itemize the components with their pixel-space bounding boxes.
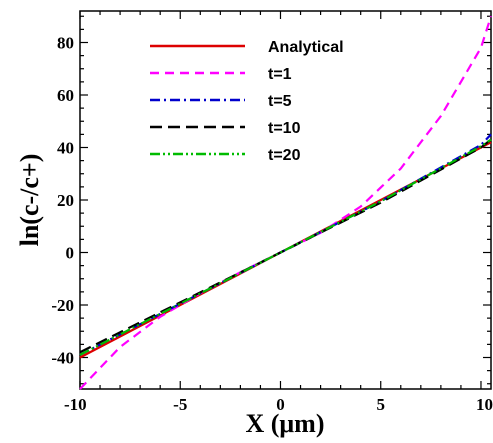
x-tick-label: 5 <box>376 395 385 414</box>
legend-label: t=10 <box>268 120 301 137</box>
y-tick-label: 80 <box>57 34 74 53</box>
x-tick-labels: -10 -5 0 5 10 <box>64 395 493 414</box>
x-tick-label: 0 <box>276 395 285 414</box>
y-tick-labels: -40 -20 0 20 40 60 80 <box>51 34 74 368</box>
y-tick-label: -20 <box>51 296 74 315</box>
y-tick-label: 0 <box>66 244 75 263</box>
series-line-t-20 <box>79 138 492 356</box>
y-tick-label: 60 <box>57 86 74 105</box>
series-line-t-10 <box>79 138 492 354</box>
legend-label: t=5 <box>268 93 292 110</box>
x-axis-title: X (μm) <box>246 409 325 438</box>
y-tick-label: 20 <box>57 191 74 210</box>
series-lines <box>79 15 493 390</box>
x-tick-label: -10 <box>64 395 87 414</box>
y-tick-label: 40 <box>57 139 74 158</box>
legend: Analytical t=1 t=5 t=10 t=20 <box>150 39 344 164</box>
legend-label: t=1 <box>268 66 292 83</box>
series-line-t-5 <box>79 133 492 356</box>
axis-ticks <box>79 11 491 389</box>
y-tick-label: -40 <box>51 349 74 368</box>
y-axis-title: ln(c-/c+) <box>15 154 44 247</box>
series-line-t-1 <box>79 15 493 390</box>
x-tick-label: 10 <box>476 395 493 414</box>
x-tick-label: -5 <box>173 395 187 414</box>
legend-label: Analytical <box>268 39 344 56</box>
legend-label: t=20 <box>268 147 301 164</box>
